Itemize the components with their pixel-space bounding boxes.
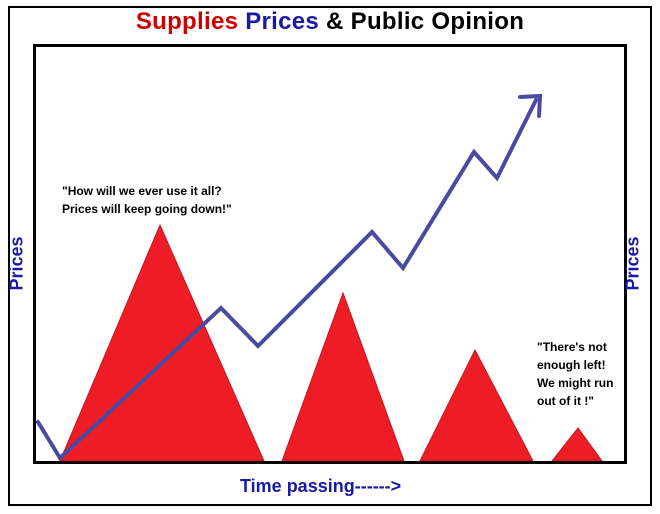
y-axis-label-right: Prices bbox=[622, 236, 643, 291]
annotation-left-line-2: Prices will keep going down!" bbox=[62, 202, 232, 216]
y-axis-label-left: Prices bbox=[6, 236, 27, 291]
annotation-right-quote: "There's not enough left! We might run o… bbox=[537, 338, 613, 410]
arrow-head-icon bbox=[518, 93, 543, 118]
annotation-right-line-2: enough left! bbox=[537, 358, 606, 372]
title-public-opinion: & Public Opinion bbox=[326, 8, 525, 35]
annotation-left-line-1: "How will we ever use it all? bbox=[62, 184, 222, 198]
price-trend-line bbox=[36, 98, 538, 462]
diagram-title: Supplies Prices & Public Opinion bbox=[0, 8, 660, 36]
annotation-left-quote: "How will we ever use it all? Prices wil… bbox=[62, 182, 232, 218]
title-supplies: Supplies bbox=[135, 8, 239, 35]
annotation-right-line-1: "There's not bbox=[537, 340, 607, 354]
annotation-right-line-3: We might run bbox=[537, 376, 614, 390]
title-prices: Prices bbox=[245, 8, 320, 35]
x-axis-label: Time passing------> bbox=[240, 476, 402, 496]
annotation-right-line-4: out of it !" bbox=[537, 394, 594, 408]
plot-area bbox=[33, 44, 627, 464]
diagram-frame bbox=[8, 6, 652, 506]
